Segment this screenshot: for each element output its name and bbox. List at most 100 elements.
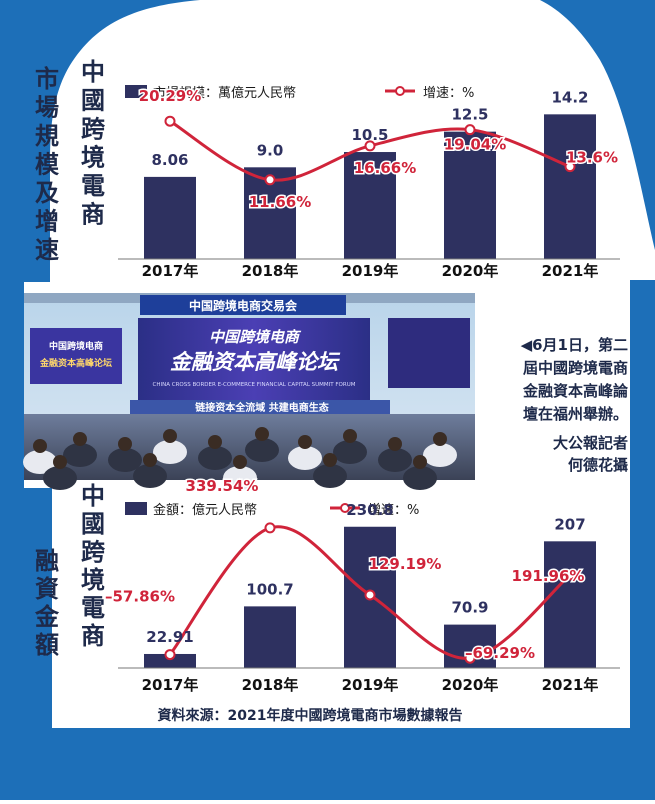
chart-title-column: 中國跨境電商 xyxy=(81,482,106,650)
audience-person-body xyxy=(378,448,412,472)
bar-value-label: 8.06 xyxy=(151,151,188,169)
bar xyxy=(244,606,296,668)
frame-left-strip xyxy=(0,282,24,488)
audience-person-head xyxy=(118,437,132,451)
bar xyxy=(144,176,196,259)
audience-person-head xyxy=(255,427,269,441)
bar-value-label: 70.9 xyxy=(451,599,488,617)
audience-person-head xyxy=(413,455,427,469)
chart-title-column: 融資金額 xyxy=(34,547,60,659)
photo-main-screen xyxy=(138,318,370,400)
audience-person-head xyxy=(298,435,312,449)
source-note: 資料來源：2021年度中國跨境電商市場數據報告 xyxy=(158,707,463,724)
audience-person-head xyxy=(433,432,447,446)
legend-line-marker xyxy=(340,503,350,513)
frame-bottom-left-shape xyxy=(0,488,52,760)
audience-person-head xyxy=(163,429,177,443)
audience-person-body xyxy=(333,440,367,464)
frame-top-left-shape xyxy=(0,0,200,282)
photo-left-screen-line2: 金融资本高峰论坛 xyxy=(39,357,112,369)
x-tick-label: 2020年 xyxy=(442,676,499,694)
x-tick-label: 2017年 xyxy=(142,262,199,280)
frame-bottom-bar xyxy=(0,728,655,800)
growth-value-label: –57.86% xyxy=(105,588,175,606)
audience-person-body xyxy=(403,466,437,490)
growth-point xyxy=(464,652,476,664)
growth-value-label: 339.54% xyxy=(186,477,259,495)
audience-person-body xyxy=(245,438,279,462)
legend-bar-swatch xyxy=(125,85,147,98)
bar-value-label: 10.5 xyxy=(351,126,388,144)
bar xyxy=(544,114,596,260)
legend-bar-label: 市場規模：萬億元人民幣 xyxy=(153,85,296,101)
growth-value-label: 13.6% xyxy=(566,149,618,167)
growth-value-label: 20.29% xyxy=(139,87,201,105)
audience-person-body xyxy=(198,446,232,470)
x-tick-label: 2017年 xyxy=(142,676,199,694)
growth-point xyxy=(364,140,376,152)
x-tick-label: 2018年 xyxy=(242,262,299,280)
growth-value-label: 129.19% xyxy=(369,555,442,573)
bar-value-label: 100.7 xyxy=(246,580,293,598)
chart-title-column: 中國跨境電商 xyxy=(81,58,106,229)
chart-title-column: 市場規模及增速 xyxy=(35,65,60,264)
bar xyxy=(444,131,496,259)
frame-right-strip xyxy=(630,280,655,800)
bar-value-label: 22.91 xyxy=(146,628,193,646)
bar-value-label: 12.5 xyxy=(451,106,488,124)
bar-value-label: 230.8 xyxy=(346,501,393,519)
frame-top-right-shape xyxy=(540,0,655,250)
photo-main-screen-title: 中国跨境电商 xyxy=(209,328,302,346)
photo-main-screen-english: CHINA CROSS BORDER E-COMMERCE FINANCIAL … xyxy=(153,382,356,388)
bar-value-label: 14.2 xyxy=(551,88,588,106)
growth-value-label: 19.04% xyxy=(444,136,506,154)
bar-value-label: 9.0 xyxy=(257,141,284,159)
audience-person-body xyxy=(133,464,167,488)
growth-value-label: –69.29% xyxy=(465,644,535,662)
photo-main-screen-subtitle: 金融资本高峰论坛 xyxy=(170,350,341,374)
photo-right-screen xyxy=(388,318,470,388)
audience-person-head xyxy=(53,455,67,469)
growth-value-label: 16.66% xyxy=(354,159,416,177)
audience-person-head xyxy=(33,439,47,453)
caption-line: 壇在福州舉辦。 xyxy=(523,405,628,423)
bar xyxy=(344,152,396,259)
bar xyxy=(544,541,596,668)
x-tick-label: 2019年 xyxy=(342,262,399,280)
photo-stage-edge xyxy=(130,400,390,414)
photo-banner-text: 中国跨境电商交易会 xyxy=(189,298,298,313)
audience-person-body xyxy=(23,450,57,474)
audience-person-head xyxy=(388,437,402,451)
growth-value-label: 11.66% xyxy=(249,193,311,211)
bar-value-label: 207 xyxy=(554,515,585,533)
growth-point xyxy=(564,569,576,581)
x-tick-label: 2020年 xyxy=(442,262,499,280)
growth-point xyxy=(264,174,276,186)
legend-bar-label: 金額：億元人民幣 xyxy=(153,502,257,518)
photo-left-screen xyxy=(30,328,122,384)
audience-person-head xyxy=(73,432,87,446)
audience-person-body xyxy=(313,464,347,488)
bar xyxy=(144,653,196,668)
audience-person-body xyxy=(153,440,187,464)
growth-point xyxy=(564,161,576,173)
audience-person-body xyxy=(63,443,97,467)
caption-credit: 何德花攝 xyxy=(568,456,628,474)
audience-person-body xyxy=(223,466,257,490)
growth-point xyxy=(264,522,276,534)
photo-banner-bg xyxy=(140,295,346,315)
audience-person-head xyxy=(323,453,337,467)
caption-credit: 大公報記者 xyxy=(553,434,628,452)
legend-line-label: 增速：% xyxy=(368,503,419,518)
growth-point xyxy=(364,589,376,601)
caption-line: ◀6月1日，第二 xyxy=(521,336,628,354)
caption-line: 金融資本高峰論 xyxy=(522,382,629,400)
growth-value-label: 191.96% xyxy=(512,567,585,585)
growth-point xyxy=(464,124,476,136)
